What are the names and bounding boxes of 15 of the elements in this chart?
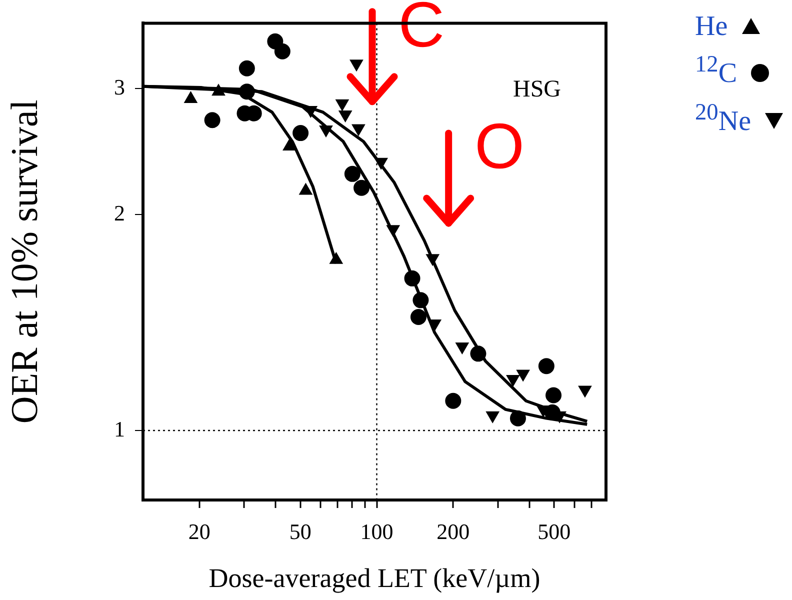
y-tick-label: 2 [114,200,125,226]
legend-label: $^{20}$Ne [695,99,751,137]
annotation: HSG [512,76,561,102]
y-tick-label: 3 [114,74,125,100]
y-tick-label: 1 [114,416,125,442]
x-tick-label: 50 [289,518,312,544]
x-tick-label: 20 [188,518,210,544]
legend-label: He [695,11,728,42]
x-tick-label: 500 [538,518,571,544]
legend-label: $^{12}$C [695,52,738,90]
x-tick-label: 100 [360,518,394,544]
x-tick-label: 200 [436,518,470,544]
x-axis-title: Dose-averaged LET (keV/µm) [208,562,540,593]
annotation: O [474,110,524,182]
y-axis-title: OER at 10% survival [4,100,46,424]
